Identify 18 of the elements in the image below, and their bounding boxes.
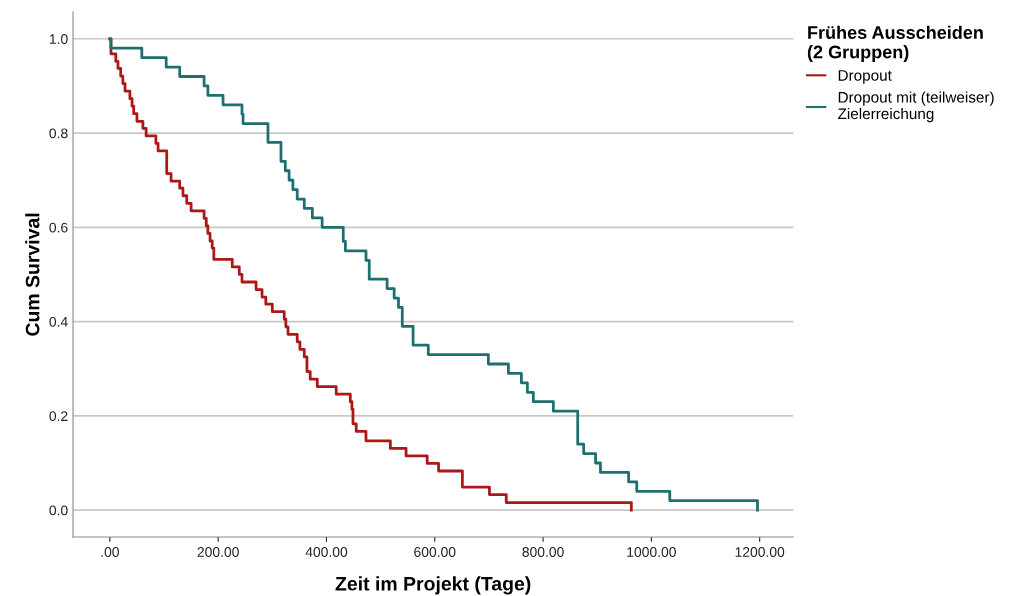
y-tick-label: 0.4 [49,316,68,327]
x-tick-label: 1000.00 [627,547,676,557]
x-axis-title: Zeit im Projekt (Tage) [335,576,531,595]
x-tick-label: 1200.00 [735,547,785,557]
x-tick-label: .00 [101,547,119,557]
x-tick-label: 400.00 [305,547,348,557]
legend-title: Frühes Ausscheiden (2 Gruppen) [807,25,983,62]
y-tick-label: 0.2 [49,411,68,422]
legend-label: Dropout mit (teilweiser) Zielerreichung [838,91,994,123]
x-tick-label: 600.00 [414,547,456,557]
y-tick-label: 0.6 [49,222,68,233]
x-tick-label: 200.00 [197,547,239,557]
y-axis-title: Cum Survival [25,213,40,336]
y-tick-label: 0.0 [49,505,68,516]
y-tick-label: 0.8 [49,128,68,139]
y-tick-label: 1.0 [49,34,68,44]
legend-label: Dropout [838,70,892,84]
x-tick-label: 800.00 [522,547,564,557]
